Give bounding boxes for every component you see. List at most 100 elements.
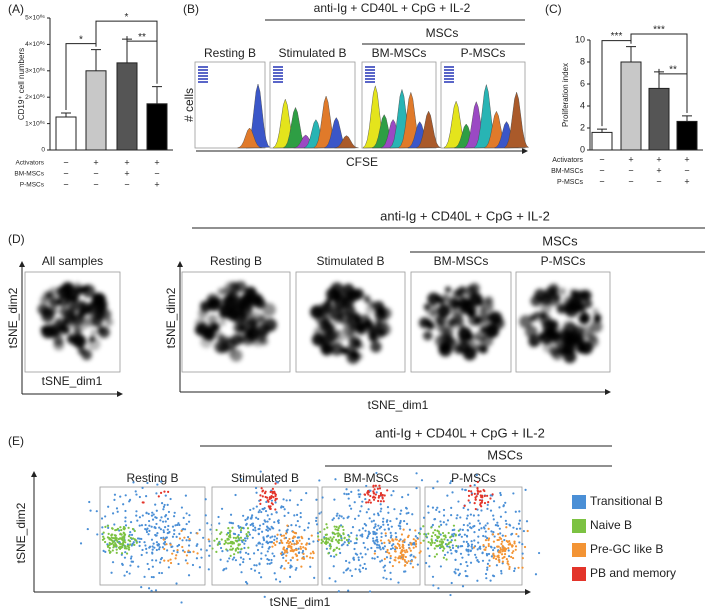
cell-point [129,564,132,567]
cell-point [383,569,386,572]
cell-point [485,577,488,580]
cell-point [389,519,392,523]
cell-point [334,478,337,481]
cell-point [361,533,364,536]
cell-point [158,546,161,549]
cell-point [134,490,137,493]
cell-point [185,539,188,542]
density-blob [464,346,477,360]
cell-point [380,559,384,562]
cell-point [390,494,393,497]
cell-point [120,546,123,549]
cell-point [504,501,507,504]
cell-point [264,509,268,513]
cell-point [358,568,361,571]
cell-point [348,504,351,507]
cell-point [176,523,179,527]
cell-point [496,538,499,542]
cell-point [414,535,417,538]
density-blob [244,329,254,339]
density-blob [104,317,114,327]
cell-point [488,564,491,568]
cell-point [498,527,501,530]
cell-point [373,526,376,529]
cell-point [232,536,235,539]
cell-point [400,509,403,512]
cell-point [426,547,430,550]
cell-point [492,548,495,552]
cell-point [120,552,124,555]
cell-point [254,486,258,490]
legend-swatch [273,69,283,71]
density-blob [558,287,567,296]
cell-point [314,519,318,522]
cell-point [232,542,235,545]
subpanel-title: All samples [42,254,103,268]
cell-point [412,538,415,541]
cell-point [394,550,397,553]
cell-point [357,514,360,517]
cell-point [492,575,496,578]
cell-point [437,587,440,590]
cell-point [359,552,362,555]
cell-point [101,532,104,536]
cell-point [513,542,516,545]
cell-point [498,506,501,509]
cell-point [276,533,279,536]
cell-point [473,492,476,495]
cell-point [260,557,263,560]
cell-point [376,487,380,490]
cell-point [461,585,465,588]
cell-point [446,545,449,548]
cell-point [191,563,195,567]
cell-point [342,543,345,546]
cell-point [145,551,148,554]
cell-point [278,580,282,583]
histogram-peak [237,127,262,149]
cell-point [231,540,234,544]
cell-point [487,542,490,546]
cell-point [357,558,360,562]
cell-point [249,508,252,512]
cell-point [152,542,155,545]
density-blob [333,296,347,310]
cell-point [376,546,379,549]
cell-point [398,555,401,558]
cell-point [358,529,361,532]
x-label: tSNE_dim1 [42,374,103,388]
cell-point [379,503,382,506]
cell-point [376,543,379,546]
cell-point [250,567,253,571]
cell-point [217,515,220,519]
cell-point [270,499,274,502]
cell-point [118,529,121,532]
cell-point [278,529,281,532]
cell-point [107,532,110,535]
cell-point [239,529,243,532]
cell-point [493,535,496,538]
cell-point [409,542,412,545]
cell-point [319,530,322,534]
density-blob [368,332,378,342]
cell-point [293,535,297,538]
cell-point [160,536,163,540]
cell-point [167,490,170,493]
cell-point [205,549,208,552]
subpanel-title: P-MSCs [461,46,506,60]
cell-point [151,559,154,562]
cell-point [467,494,471,497]
cell-point [361,566,365,570]
cell-point [270,513,273,516]
error-bar [626,46,636,62]
cell-point [454,539,457,542]
density-blob [480,346,488,354]
cell-point [325,523,328,526]
cell-point [489,497,492,500]
condition-mark: − [628,165,633,175]
cell-point [259,576,263,579]
cell-point [96,533,99,536]
cell-point [398,561,401,564]
legend-swatch [365,81,375,83]
cell-point [272,542,275,545]
cell-point [336,512,339,515]
